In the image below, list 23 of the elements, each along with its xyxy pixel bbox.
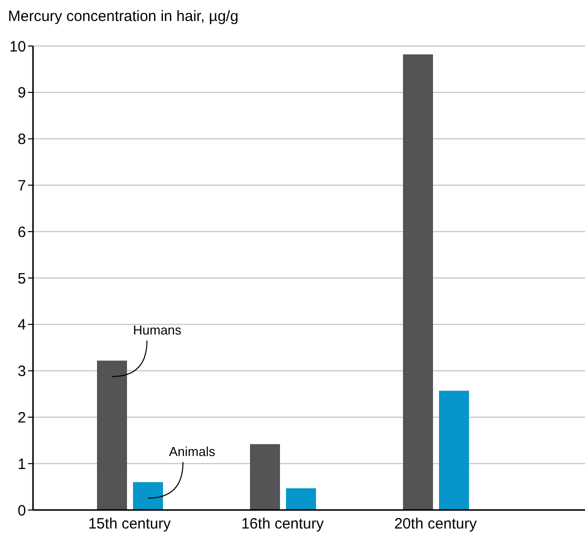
x-tick-label: 16th century [241,516,324,533]
y-tick-label: 9 [18,84,26,102]
x-tick-label: 15th century [88,516,172,533]
bar [403,54,433,510]
bar [133,482,163,510]
series-label: Humans [133,322,182,338]
bar [250,444,280,510]
series-label: Animals [169,444,216,460]
y-tick-label: 1 [18,456,26,473]
y-tick-label: 8 [18,131,26,148]
chart-title: Mercury concentration in hair, µg/g [8,8,238,25]
y-tick-label: 0 [18,502,26,520]
y-tick-label: 6 [18,224,26,241]
y-tick-label: 3 [18,363,26,380]
y-tick-label: 2 [18,410,26,427]
bar [286,488,316,510]
bar [97,360,127,510]
y-tick-label: 5 [18,270,26,288]
x-tick-label: 20th century [394,516,478,533]
y-tick-label: 10 [9,38,26,56]
bar [439,390,469,510]
y-tick-label: 4 [18,316,26,334]
y-tick-label: 7 [18,178,26,195]
